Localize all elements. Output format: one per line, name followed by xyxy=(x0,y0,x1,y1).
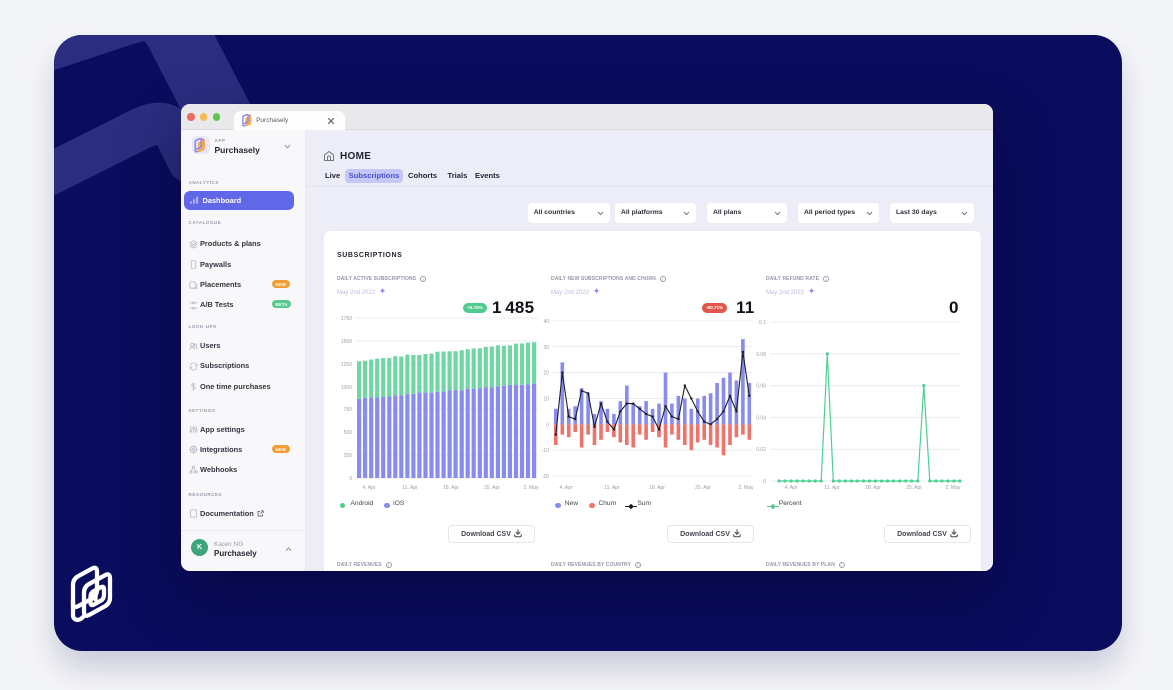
svg-text:4. Apr: 4. Apr xyxy=(784,485,797,491)
svg-text:18. Apr: 18. Apr xyxy=(649,485,665,491)
svg-text:25. Apr: 25. Apr xyxy=(695,485,711,491)
svg-text:2. May: 2. May xyxy=(738,485,754,491)
svg-text:0: 0 xyxy=(763,479,766,485)
svg-text:1500: 1500 xyxy=(341,339,352,345)
svg-text:30: 30 xyxy=(543,345,549,351)
svg-text:0: 0 xyxy=(349,476,352,482)
svg-text:750: 750 xyxy=(344,407,353,413)
svg-text:2. May: 2. May xyxy=(523,485,539,491)
svg-text:20: 20 xyxy=(543,371,549,377)
svg-text:40: 40 xyxy=(543,319,549,325)
svg-text:2. May: 2. May xyxy=(945,485,961,491)
svg-text:18. Apr: 18. Apr xyxy=(443,485,459,491)
svg-text:25. Apr: 25. Apr xyxy=(906,485,922,491)
svg-text:11. Apr: 11. Apr xyxy=(402,485,418,491)
svg-text:4. Apr: 4. Apr xyxy=(362,485,375,491)
svg-text:500: 500 xyxy=(344,430,353,436)
svg-text:4. Apr: 4. Apr xyxy=(559,485,572,491)
svg-text:1000: 1000 xyxy=(341,385,352,391)
svg-text:-20: -20 xyxy=(542,474,549,480)
svg-text:250: 250 xyxy=(344,453,353,459)
svg-text:1250: 1250 xyxy=(341,362,352,368)
svg-text:-10: -10 xyxy=(542,448,549,454)
svg-text:0.1: 0.1 xyxy=(759,320,766,326)
svg-text:1750: 1750 xyxy=(341,316,352,322)
svg-text:18. Apr: 18. Apr xyxy=(865,485,881,491)
svg-text:0: 0 xyxy=(546,422,549,428)
svg-text:0.04: 0.04 xyxy=(756,415,766,421)
svg-text:10: 10 xyxy=(543,397,549,403)
svg-text:25. Apr: 25. Apr xyxy=(484,485,500,491)
svg-text:11. Apr: 11. Apr xyxy=(824,485,840,491)
svg-text:0.08: 0.08 xyxy=(756,352,766,358)
svg-text:0.06: 0.06 xyxy=(756,384,766,390)
svg-text:11. Apr: 11. Apr xyxy=(604,485,620,491)
svg-text:0.02: 0.02 xyxy=(756,447,766,453)
